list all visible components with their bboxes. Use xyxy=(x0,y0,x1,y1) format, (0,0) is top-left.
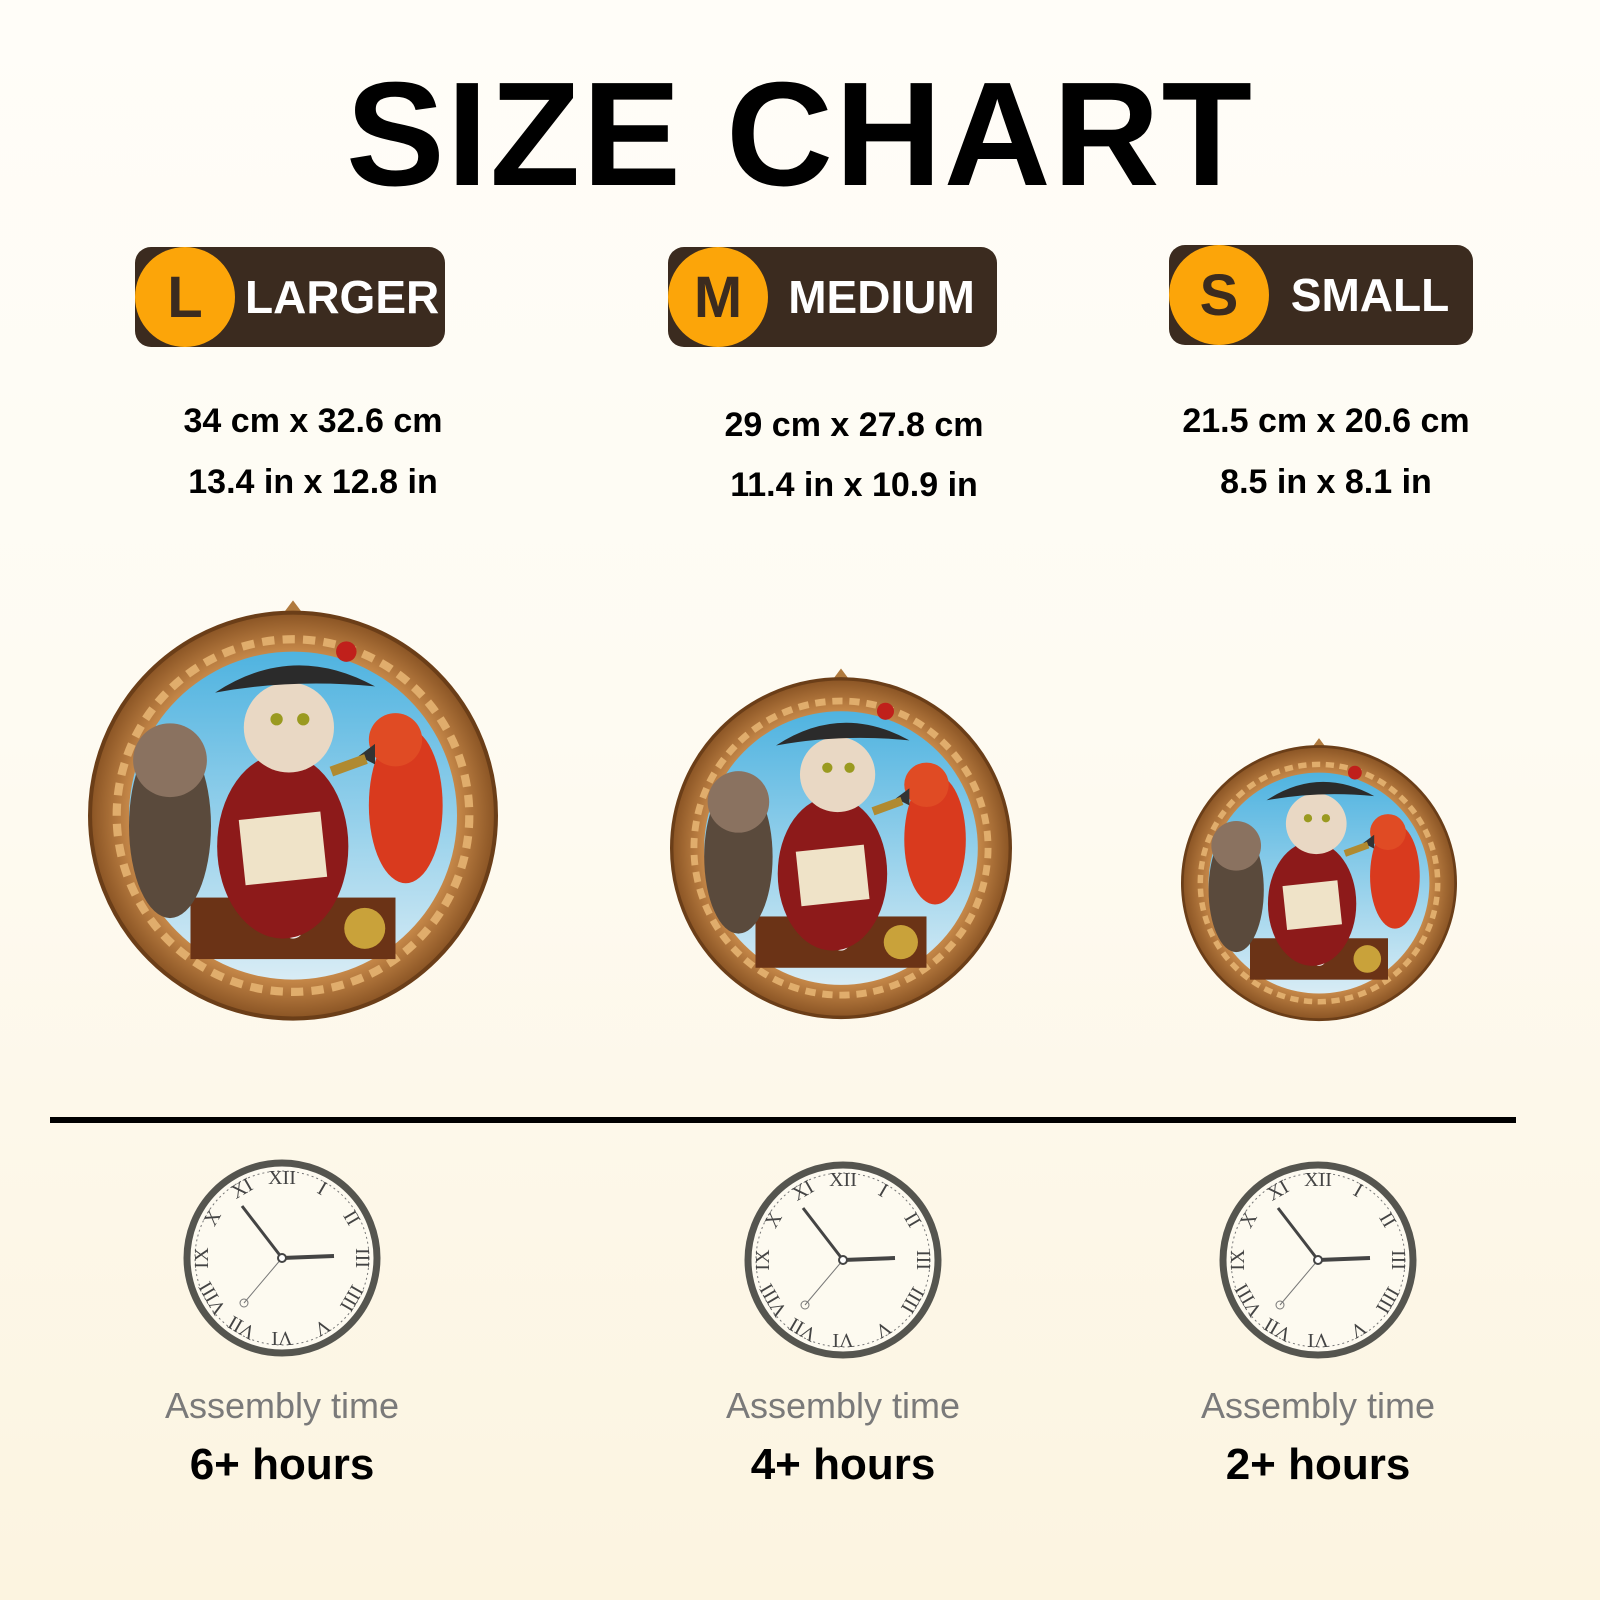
page-title: SIZE CHART xyxy=(346,52,1254,217)
svg-text:III: III xyxy=(1387,1250,1409,1270)
puzzle-image-small xyxy=(1181,738,1457,1022)
svg-text:IX: IX xyxy=(752,1249,774,1271)
assembly-time-label: Assembly time xyxy=(725,1385,961,1426)
assembly-time-value: 2+ hours xyxy=(1225,1440,1411,1489)
svg-text:IX: IX xyxy=(1227,1249,1249,1271)
size-label: SMALL xyxy=(1290,269,1450,321)
svg-text:XII: XII xyxy=(829,1169,857,1191)
size-label: LARGER xyxy=(245,271,440,323)
svg-text:VI: VI xyxy=(1307,1329,1328,1351)
svg-text:XII: XII xyxy=(1304,1169,1332,1191)
metric-dimensions: 34 cm x 32.6 cm xyxy=(183,402,443,440)
size-letter: M xyxy=(668,247,768,347)
divider xyxy=(50,1117,1516,1123)
size-column-medium: 29 cm x 27.8 cm 11.4 in x 10.9 in xyxy=(594,0,1114,1600)
size-column-small: 21.5 cm x 20.6 cm 8.5 in x 8.1 in xyxy=(1066,0,1586,1600)
puzzle-image-large xyxy=(88,600,498,1021)
assembly-time-label: Assembly time xyxy=(1200,1385,1436,1426)
svg-text:III: III xyxy=(351,1248,373,1268)
imperial-dimensions: 8.5 in x 8.1 in xyxy=(1220,463,1432,501)
imperial-dimensions: 11.4 in x 10.9 in xyxy=(730,466,978,504)
svg-text:VI: VI xyxy=(832,1329,853,1351)
svg-text:VI: VI xyxy=(271,1327,292,1349)
assembly-time-value: 6+ hours xyxy=(189,1440,375,1489)
size-letter: L xyxy=(135,247,235,347)
size-letter: S xyxy=(1169,245,1269,345)
size-badge-large: L LARGER xyxy=(135,247,445,347)
metric-dimensions: 21.5 cm x 20.6 cm xyxy=(1182,402,1470,440)
metric-dimensions: 29 cm x 27.8 cm xyxy=(724,406,984,444)
puzzle-image-medium xyxy=(670,668,1012,1020)
svg-text:III: III xyxy=(912,1250,934,1270)
assembly-time-value: 4+ hours xyxy=(750,1440,936,1489)
size-column-large: 34 cm x 32.6 cm 13.4 in x 12.8 in xyxy=(53,0,573,1600)
size-label: MEDIUM xyxy=(788,271,975,323)
imperial-dimensions: 13.4 in x 12.8 in xyxy=(188,463,438,501)
assembly-time-label: Assembly time xyxy=(164,1385,400,1426)
size-badge-small: S SMALL xyxy=(1169,245,1473,345)
size-badge-medium: M MEDIUM xyxy=(668,247,997,347)
svg-text:IX: IX xyxy=(191,1247,213,1269)
svg-text:XII: XII xyxy=(268,1167,296,1189)
